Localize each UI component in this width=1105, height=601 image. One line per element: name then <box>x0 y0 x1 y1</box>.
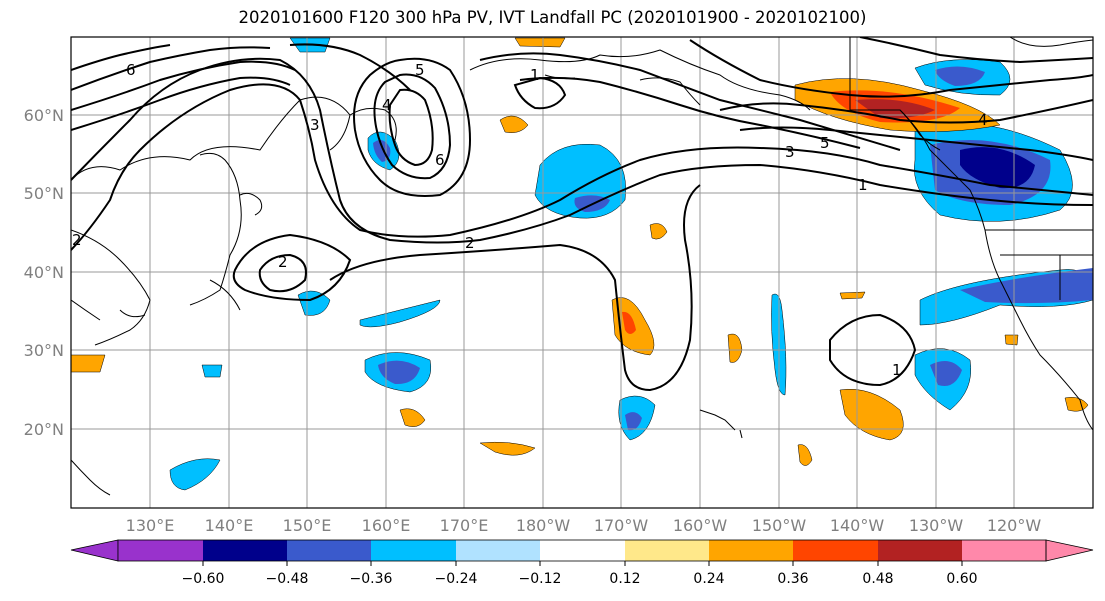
colorbar-cell <box>118 540 203 561</box>
coastlines <box>71 37 1093 496</box>
pos-blob-sm6 <box>797 444 813 466</box>
colorbar-tick-label: −0.60 <box>182 571 225 587</box>
neg-blob-w <box>297 290 331 316</box>
pos-blob-sm3 <box>399 408 426 427</box>
pv-contour-labels: 1 2 2 3 4 5 6 1 1 2 3 4 5 6 <box>72 61 988 379</box>
colorbar-cell <box>878 540 962 561</box>
contour-label: 5 <box>415 61 425 79</box>
contour-label: 5 <box>820 134 830 152</box>
colorbar-cell <box>962 540 1046 561</box>
lat-label: 40°N <box>24 263 64 282</box>
colorbar-extend-min <box>70 539 119 562</box>
map-panel: 1 2 2 3 4 5 6 1 1 2 3 4 5 6 <box>70 36 1094 509</box>
contour-label: 2 <box>278 253 288 271</box>
lon-label: 150°W <box>752 516 807 535</box>
lon-label: 160°W <box>673 516 728 535</box>
colorbar-tick-label: −0.24 <box>435 571 478 587</box>
colorbar-tick-label: 0.60 <box>946 571 977 587</box>
lon-label: 140°E <box>205 516 254 535</box>
lat-label: 60°N <box>24 106 64 125</box>
colorbar-cell <box>371 540 456 561</box>
contour-label: 4 <box>382 96 392 114</box>
graticule <box>71 37 1093 508</box>
lon-label: 150°E <box>283 516 332 535</box>
contour-label: 6 <box>435 151 445 169</box>
pos-blob-sm8 <box>839 291 866 300</box>
lon-label: 170°W <box>594 516 649 535</box>
map-title: 2020101600 F120 300 hPa PV, IVT Landfall… <box>238 8 867 27</box>
contour-label: 1 <box>530 66 540 84</box>
pv-contours <box>71 37 1093 392</box>
colorbar-cell <box>793 540 878 561</box>
lat-label: 20°N <box>24 420 64 439</box>
colorbar-tick-label: 0.12 <box>609 571 640 587</box>
pos-blob-nc <box>514 37 566 48</box>
neg-blob-sm1 <box>201 364 223 378</box>
colorbar-tick-label: −0.48 <box>266 571 309 587</box>
lon-label: 180°W <box>516 516 571 535</box>
colorbar-tick-label: 0.48 <box>862 571 893 587</box>
contour-label: 3 <box>785 143 795 161</box>
neg-blob-sw <box>169 458 221 491</box>
contour-label: 2 <box>465 234 475 252</box>
colorbar-extend-max <box>1045 539 1094 562</box>
ivt-anomaly-shading <box>71 37 1093 491</box>
lon-label: 130°E <box>126 516 175 535</box>
colorbar-tick-label: −0.12 <box>519 571 562 587</box>
contour-label: 4 <box>978 111 988 129</box>
colorbar-tick-label: 0.36 <box>777 571 808 587</box>
lon-label: 130°W <box>909 516 964 535</box>
pos-blob-sm2 <box>649 223 668 240</box>
lon-label: 170°E <box>440 516 489 535</box>
latitude-labels: 60°N 50°N 40°N 30°N 20°N <box>24 106 64 439</box>
colorbar-cell <box>625 540 709 561</box>
contour-label: 1 <box>858 176 868 194</box>
contour-label: 3 <box>310 116 320 134</box>
pos-blob-sm10 <box>1004 334 1019 346</box>
colorbar-tick-label: −0.36 <box>350 571 393 587</box>
contour-label: 2 <box>72 231 82 249</box>
longitude-labels: 130°E 140°E 150°E 160°E 170°E 180°W 170°… <box>126 516 1042 535</box>
colorbar-cell <box>709 540 793 561</box>
contour-label: 1 <box>892 361 902 379</box>
colorbar-tick-label: 0.24 <box>693 571 724 587</box>
colorbar-cell <box>540 540 625 561</box>
neg-blob-streak <box>359 299 441 328</box>
lon-label: 160°E <box>362 516 411 535</box>
colorbar: −0.60 −0.48 −0.36 −0.24 −0.12 0.12 0.24 0.36 0.4… <box>70 539 1094 587</box>
lon-label: 140°W <box>830 516 885 535</box>
colorbar-cell <box>203 540 287 561</box>
contour-label: 6 <box>126 61 136 79</box>
pos-blob-sm4 <box>479 441 536 456</box>
lat-label: 50°N <box>24 184 64 203</box>
lon-label: 120°W <box>987 516 1042 535</box>
colorbar-cell <box>456 540 540 561</box>
colorbar-cell <box>287 540 371 561</box>
lat-label: 30°N <box>24 341 64 360</box>
map-frame <box>70 36 1094 509</box>
pos-blob-sm9 <box>71 354 106 373</box>
pos-blob-small1 <box>499 115 529 133</box>
